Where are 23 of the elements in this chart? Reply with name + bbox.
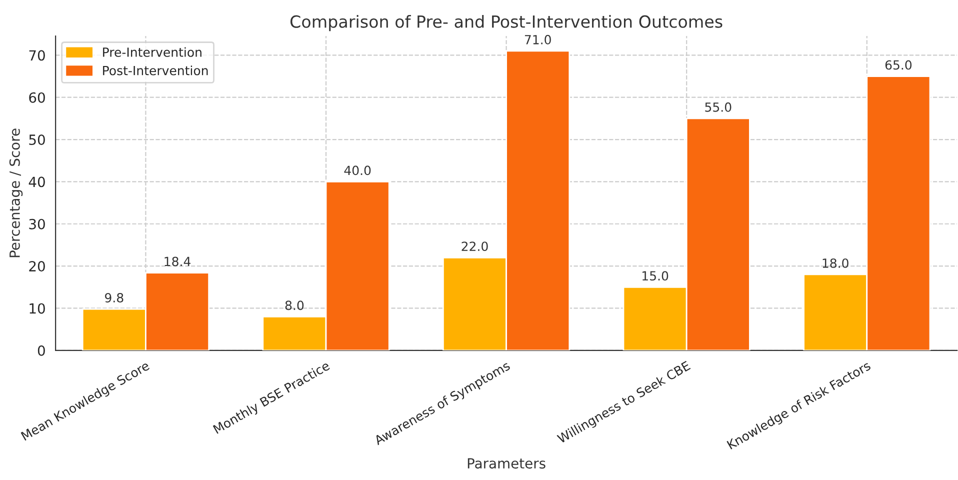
y-tick-label: 0 bbox=[38, 345, 45, 356]
y-tick-label: 70 bbox=[29, 50, 45, 61]
data-label: 40.0 bbox=[344, 166, 371, 176]
legend-label: Post-Intervention bbox=[103, 66, 208, 76]
data-label: 22.0 bbox=[462, 242, 488, 252]
legend-label: Pre-Intervention bbox=[103, 47, 202, 57]
y-axis-title: Percentage / Score bbox=[9, 128, 23, 258]
data-label: 18.4 bbox=[164, 256, 190, 266]
y-tick-label: 30 bbox=[29, 218, 45, 230]
data-label: 55.0 bbox=[705, 102, 732, 112]
chart-title: Comparison of Pre- and Post-Intervention Outcomes bbox=[290, 15, 722, 32]
data-label: 15.0 bbox=[642, 271, 668, 281]
data-label: 8.0 bbox=[285, 300, 304, 310]
data-label: 9.8 bbox=[105, 293, 124, 302]
y-tick-label: 10 bbox=[30, 303, 45, 314]
y-tick-label: 20 bbox=[29, 261, 45, 272]
data-label: 65.0 bbox=[885, 60, 912, 70]
x-axis-title: Parameters bbox=[468, 458, 546, 469]
y-tick-label: 40 bbox=[28, 176, 45, 188]
data-label: 71.0 bbox=[524, 34, 551, 44]
data-label: 18.0 bbox=[822, 258, 848, 268]
y-tick-label: 60 bbox=[29, 92, 45, 103]
y-tick-label: 50 bbox=[29, 134, 45, 146]
